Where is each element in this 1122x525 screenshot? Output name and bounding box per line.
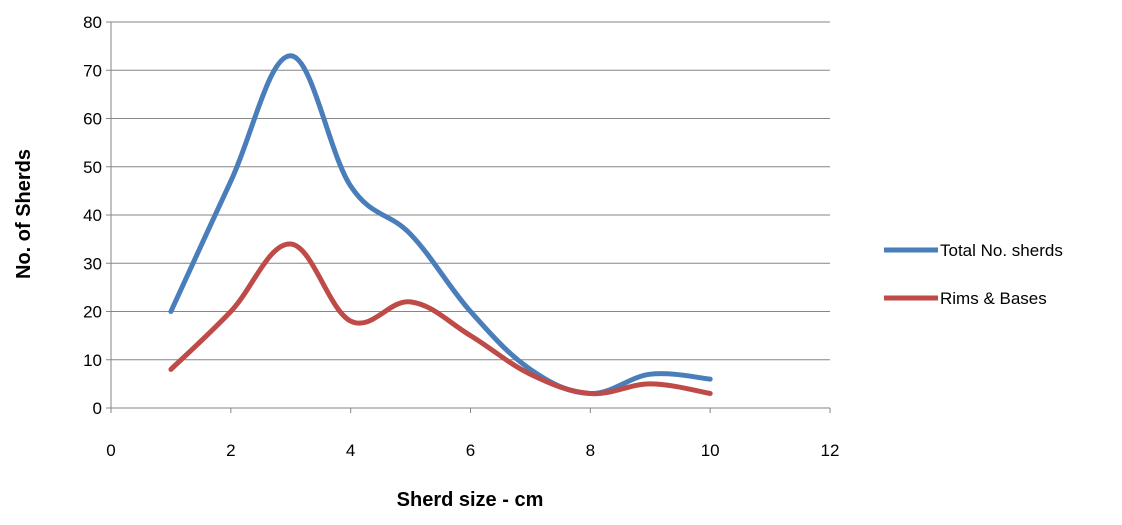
y-tick-label: 80 xyxy=(83,13,102,32)
y-axis-title: No. of Sherds xyxy=(13,149,35,279)
y-tick-label: 50 xyxy=(83,158,102,177)
x-tick-label: 12 xyxy=(821,441,840,460)
y-tick-label: 70 xyxy=(83,61,102,80)
x-tick-label: 4 xyxy=(346,441,355,460)
series-lines xyxy=(171,56,710,394)
y-tick-label: 60 xyxy=(83,110,102,129)
y-tick-label: 30 xyxy=(83,254,102,273)
x-tick-label: 0 xyxy=(106,441,115,460)
x-tick-label: 2 xyxy=(226,441,235,460)
legend-item: Total No. sherds xyxy=(884,241,1063,260)
series-line-1 xyxy=(171,56,710,394)
y-tick-label: 0 xyxy=(93,399,102,418)
x-tick-label: 6 xyxy=(466,441,475,460)
axes: 0 10 20 30 40 50 60 70 80 0 2 4 6 8 10 12 xyxy=(83,13,839,460)
legend: Total No. sherds Rims & Bases xyxy=(884,241,1063,308)
series-line-2 xyxy=(171,244,710,394)
y-tick-label: 20 xyxy=(83,303,102,322)
legend-label: Rims & Bases xyxy=(940,289,1047,308)
y-tick-label: 40 xyxy=(83,206,102,225)
legend-label: Total No. sherds xyxy=(940,241,1063,260)
x-axis-title: Sherd size - cm xyxy=(397,489,544,511)
x-tick-label: 8 xyxy=(586,441,595,460)
legend-item: Rims & Bases xyxy=(884,289,1047,308)
x-tick-label: 10 xyxy=(701,441,720,460)
y-tick-label: 10 xyxy=(83,351,102,370)
